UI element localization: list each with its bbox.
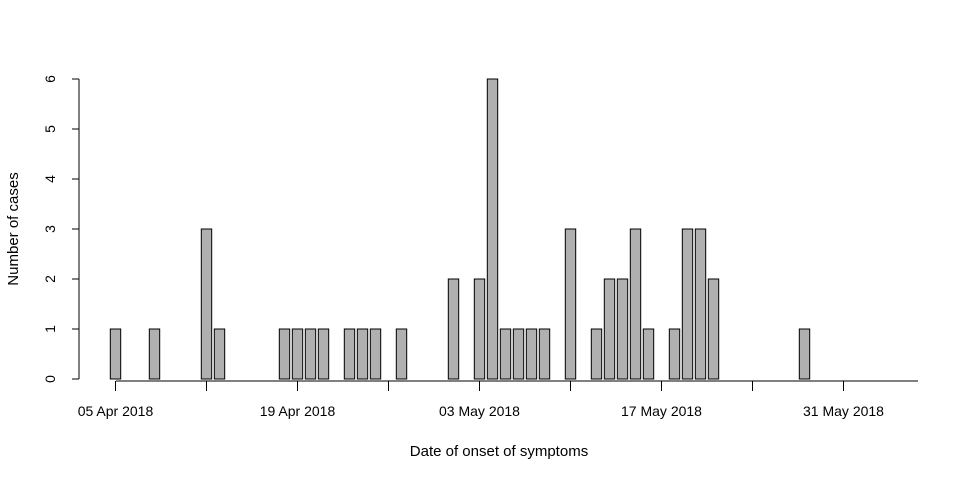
bar — [395, 328, 408, 380]
bar — [291, 328, 304, 380]
bar — [668, 328, 681, 380]
y-tick-label: 5 — [42, 125, 58, 133]
bar — [343, 328, 356, 380]
bar — [109, 328, 122, 380]
y-axis: 0 1 2 3 4 5 6 — [42, 75, 80, 383]
bar — [304, 328, 317, 380]
y-tick-label: 2 — [42, 275, 58, 283]
bar — [447, 278, 460, 380]
bar — [707, 278, 720, 380]
x-tick-label: 03 May 2018 — [439, 403, 520, 419]
x-axis-title: Date of onset of symptoms — [410, 443, 588, 460]
bar — [642, 328, 655, 380]
x-axis: 05 Apr 2018 19 Apr 2018 03 May 2018 17 May … — [78, 380, 918, 419]
bar — [512, 328, 525, 380]
y-tick-label: 0 — [42, 375, 58, 383]
bar — [629, 228, 642, 380]
bars-group — [109, 78, 811, 380]
bar — [681, 228, 694, 380]
bar — [694, 228, 707, 380]
bar — [369, 328, 382, 380]
bar — [213, 328, 226, 380]
y-tick-label: 1 — [42, 325, 58, 333]
x-tick-label: 19 Apr 2018 — [260, 403, 336, 419]
bar — [499, 328, 512, 380]
bar — [317, 328, 330, 380]
bar — [590, 328, 603, 380]
bar — [356, 328, 369, 380]
y-tick-label: 3 — [42, 225, 58, 233]
bar — [564, 228, 577, 380]
bar — [486, 78, 499, 380]
x-tick-label: 31 May 2018 — [803, 403, 884, 419]
x-tick-label: 05 Apr 2018 — [78, 403, 154, 419]
bar — [616, 278, 629, 380]
bar — [473, 278, 486, 380]
bar — [798, 328, 811, 380]
bar — [525, 328, 538, 380]
bar — [200, 228, 213, 380]
y-axis-title: Number of cases — [5, 172, 22, 285]
bar — [148, 328, 161, 380]
bar — [538, 328, 551, 380]
y-tick-label: 6 — [42, 75, 58, 83]
y-tick-label: 4 — [42, 175, 58, 183]
bar — [603, 278, 616, 380]
bar — [278, 328, 291, 380]
x-tick-label: 17 May 2018 — [621, 403, 702, 419]
